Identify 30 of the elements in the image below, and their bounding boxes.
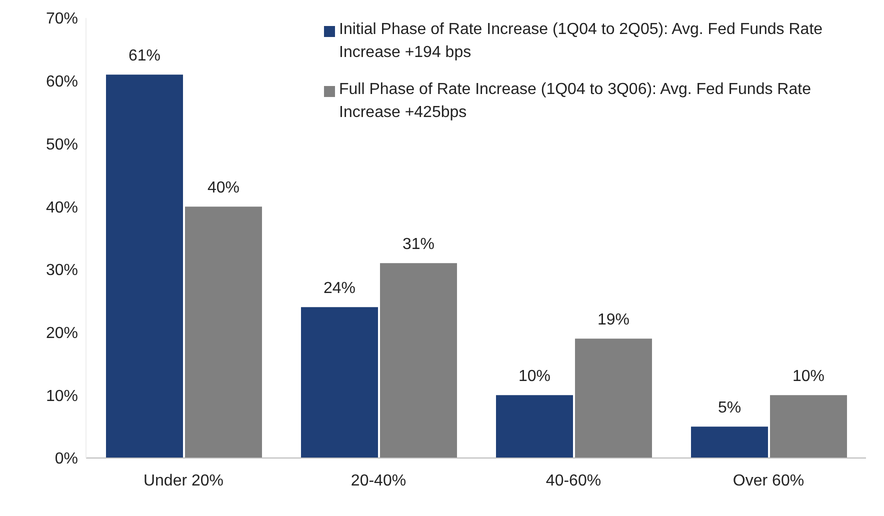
- bar: [380, 263, 457, 458]
- bar: [301, 307, 378, 458]
- y-tick-label: 10%: [46, 388, 78, 405]
- bar: [106, 74, 183, 458]
- data-label: 10%: [518, 368, 551, 386]
- y-tick-label: 0%: [54, 450, 78, 468]
- x-tick-label: Over 60%: [732, 472, 804, 490]
- bar: [496, 395, 573, 458]
- bar: [691, 426, 768, 458]
- data-label: 31%: [402, 236, 435, 254]
- bar: [770, 395, 847, 458]
- legend-label: Full Phase of Rate Increase (1Q04 to 3Q06): Avg. Fed Funds Rate Increase +425bps: [339, 80, 812, 123]
- bar: [185, 206, 262, 458]
- y-tick-label: 60%: [46, 74, 78, 91]
- data-label: 10%: [792, 368, 825, 386]
- data-label: 24%: [323, 280, 356, 298]
- x-tick-label: 20-40%: [350, 472, 406, 490]
- data-label: 19%: [597, 312, 630, 329]
- y-tick-label: 20%: [46, 324, 78, 342]
- x-tick-label: Under 20%: [143, 472, 224, 490]
- bar: [575, 338, 652, 458]
- x-tick-label: 40-60%: [546, 472, 602, 490]
- data-label: 5%: [718, 400, 742, 417]
- y-tick-label: 50%: [46, 136, 78, 154]
- y-tick-label: 30%: [46, 262, 78, 280]
- y-tick-label: 70%: [46, 10, 78, 28]
- legend-label: Initial Phase of Rate Increase (1Q04 to 2Q05): Avg. Fed Funds Rate Increase +194 bps: [339, 20, 824, 63]
- y-tick-label: 40%: [46, 199, 78, 216]
- data-label: 61%: [128, 48, 161, 65]
- data-label: 40%: [207, 180, 240, 197]
